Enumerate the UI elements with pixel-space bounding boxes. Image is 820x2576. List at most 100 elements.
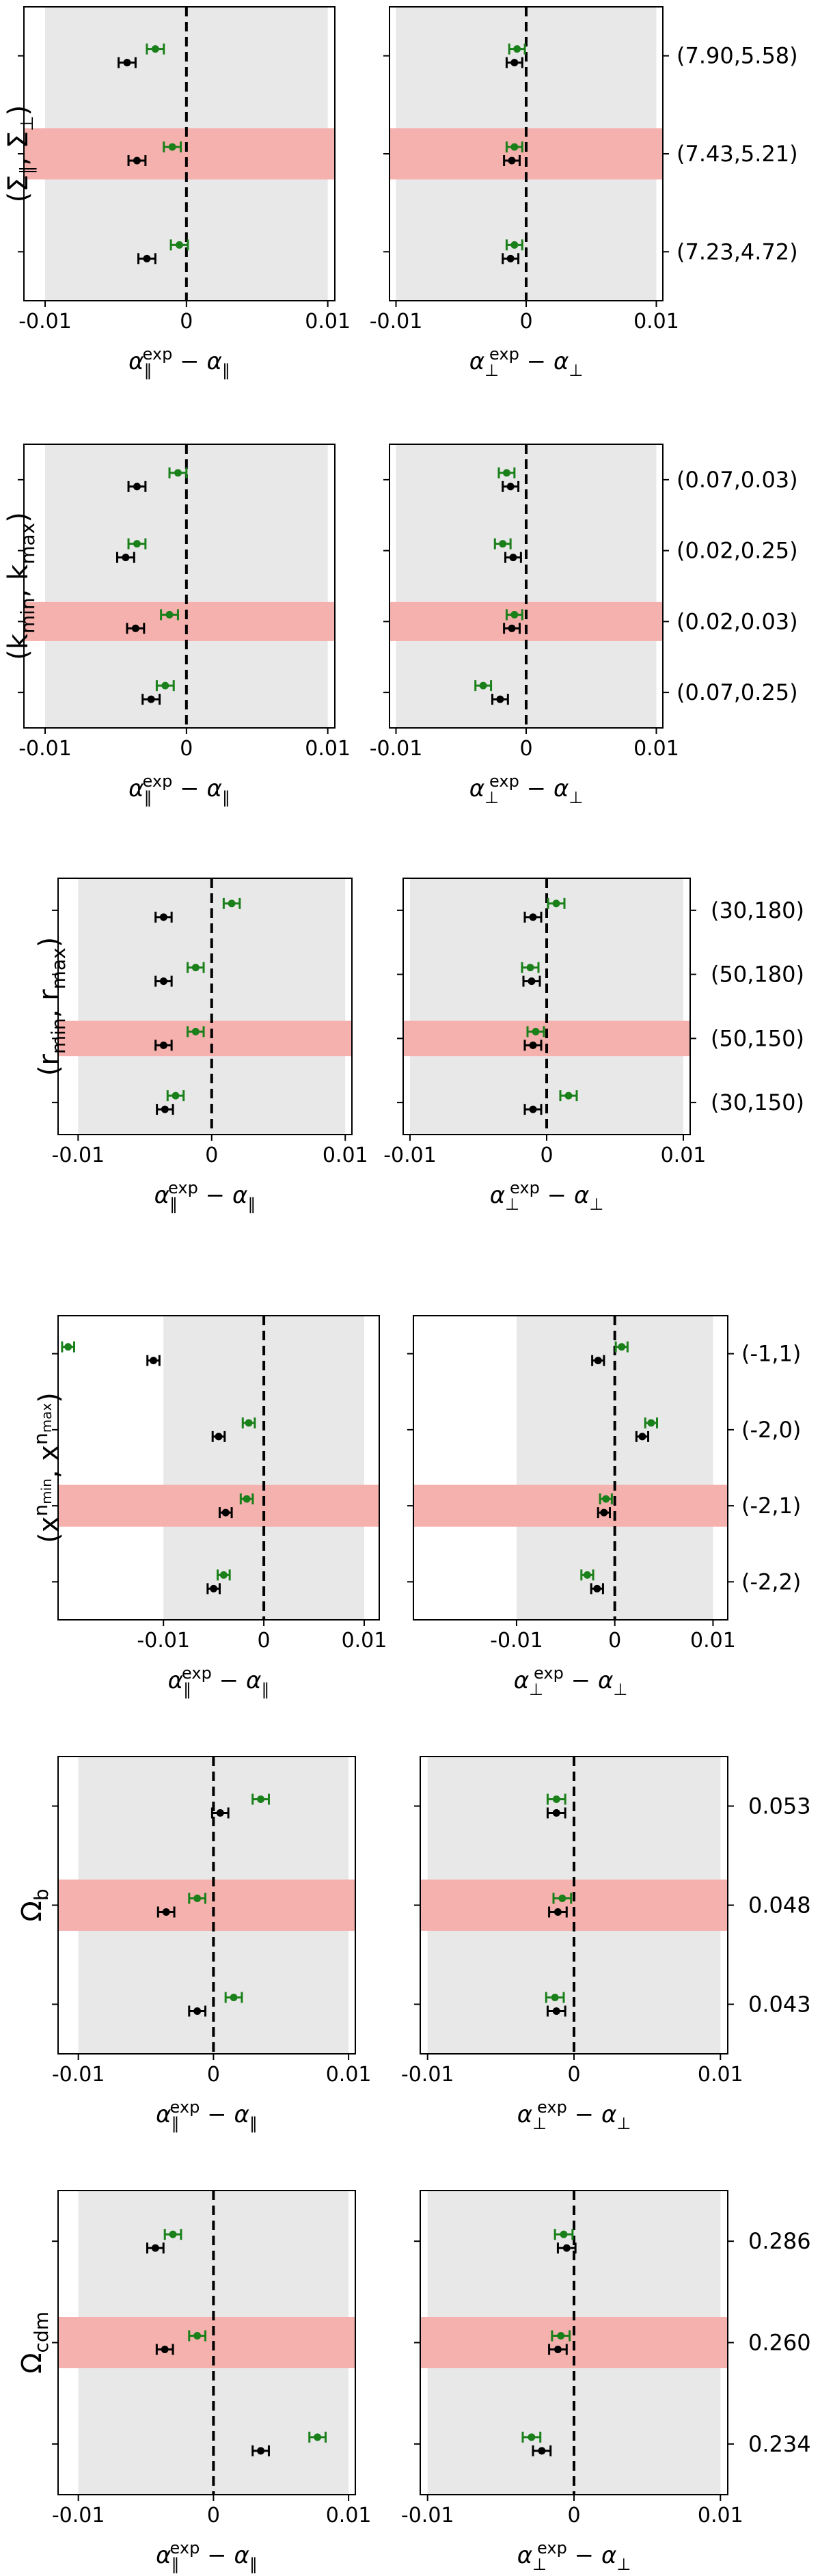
row-label: (7.90,5.58) [676,43,798,69]
row-label: (30,180) [711,897,804,923]
green-point [161,681,169,690]
black-point [508,157,516,165]
left-xlabel: α∥exp − α∥ [154,1178,256,1214]
x-tick-label: 0.01 [633,310,679,334]
green-point [510,241,519,249]
black-point [593,1584,601,1592]
fiducial-highlight [58,2317,355,2368]
green-point [64,1343,72,1351]
omega_cdm-left-panel: -0.01 0 0.01 [52,2190,372,2527]
black-point [193,2007,202,2015]
black-point [216,1809,224,1817]
row-label: 0.053 [748,1793,811,1819]
green-point [174,469,182,477]
black-point [552,1809,560,1817]
green-point [228,899,236,908]
row-label: (-2,2) [741,1569,801,1595]
green-point [165,610,174,619]
omega_b-right-panel: -0.01 0 0.01 [401,1756,743,2087]
x-tick-label: 0.01 [323,1143,368,1167]
x-tick-label: 0 [207,2504,220,2527]
omega_cdm-right-panel: -0.01 0 0.01 [401,2190,743,2527]
x-tick-label: 0.01 [690,1629,736,1653]
x-tick-label: -0.01 [18,737,72,761]
green-point [532,1027,540,1035]
black-point [161,1105,169,1113]
green-point [551,1994,559,2001]
black-point [508,624,516,632]
right-xlabel: α⊥exp − α⊥ [517,2538,631,2574]
black-point [131,624,139,632]
row-label: (50,150) [711,1025,804,1051]
x-tick-label: -0.01 [490,1629,543,1653]
x-tick-label: -0.01 [370,737,423,761]
black-point [554,2346,562,2353]
fiducial-highlight [390,601,663,641]
left-xlabel: α∥exp − α∥ [128,344,230,380]
green-point [314,2433,322,2441]
right-xlabel: α⊥exp − α⊥ [469,772,584,807]
black-point [594,1357,602,1365]
right-xlabel: α⊥exp − α⊥ [490,1178,604,1214]
x-left-panel: -0.01 0 0.01 [52,1315,387,1653]
x-tick-label: 0.01 [326,2504,372,2527]
green-point [528,2433,536,2441]
black-point [638,1433,646,1441]
x-tick-label: 0.01 [326,2063,372,2087]
row-label: (50,180) [711,962,804,988]
x-tick-label: 0 [207,2063,220,2087]
green-point [191,1027,200,1035]
green-point [257,1795,265,1803]
row-label: 0.234 [748,2431,811,2457]
black-point [510,59,519,67]
black-point [122,554,130,562]
black-point [151,2244,159,2252]
black-point [600,1508,608,1517]
x-tick-label: 0 [519,737,532,761]
x-tick-label: 0 [519,310,532,334]
black-point [133,483,141,491]
r-left-panel: -0.01 0 0.01 [52,878,368,1167]
black-point [554,1908,562,1916]
row-label: (0.07,0.03) [676,467,798,493]
x-tick-label: 0.01 [342,1629,387,1653]
right-xlabel: α⊥exp − α⊥ [514,1664,628,1699]
black-point [528,977,536,986]
green-point [560,2230,568,2238]
black-point [133,157,141,165]
x-tick-label: 0.01 [305,310,351,334]
x-tick-label: 0 [540,1143,553,1167]
x-tick-label: 0 [205,1143,218,1167]
r-ylabel: (rmin, rmax) [33,937,70,1076]
green-point [499,540,507,548]
row-label: (-2,1) [741,1493,801,1519]
fiducial-highlight [413,1484,728,1527]
black-point [538,2447,546,2455]
green-point [172,1092,180,1100]
fiducial-highlight [58,1484,379,1527]
r-right-panel: -0.01 0 0.01 [383,878,706,1167]
sigma-right-panel: -0.01 0 0.01 [370,6,679,334]
axes-frame [23,444,336,729]
green-point [557,2332,565,2340]
black-point [143,254,151,262]
row-label: (0.02,0.25) [676,538,798,564]
k-left-panel: -0.01 0 0.01 [18,444,351,761]
x-tick-label: -0.01 [383,1143,437,1167]
fiducial-highlight [24,128,335,180]
x-tick-label: 0 [258,1629,271,1653]
black-point [215,1433,223,1441]
row-label: (7.43,5.21) [676,141,798,167]
black-point [257,2447,265,2455]
axes-frame [57,1315,380,1621]
green-point [193,1895,202,1902]
sigma-ylabel: (Σ∥, Σ⊥) [3,105,38,203]
green-point [558,1895,566,1902]
x-tick-label: -0.01 [52,2063,105,2087]
row-label: 0.260 [748,2330,811,2356]
green-point [133,540,141,548]
green-point [526,964,534,972]
black-point [162,1908,170,1916]
black-point [529,1105,537,1113]
